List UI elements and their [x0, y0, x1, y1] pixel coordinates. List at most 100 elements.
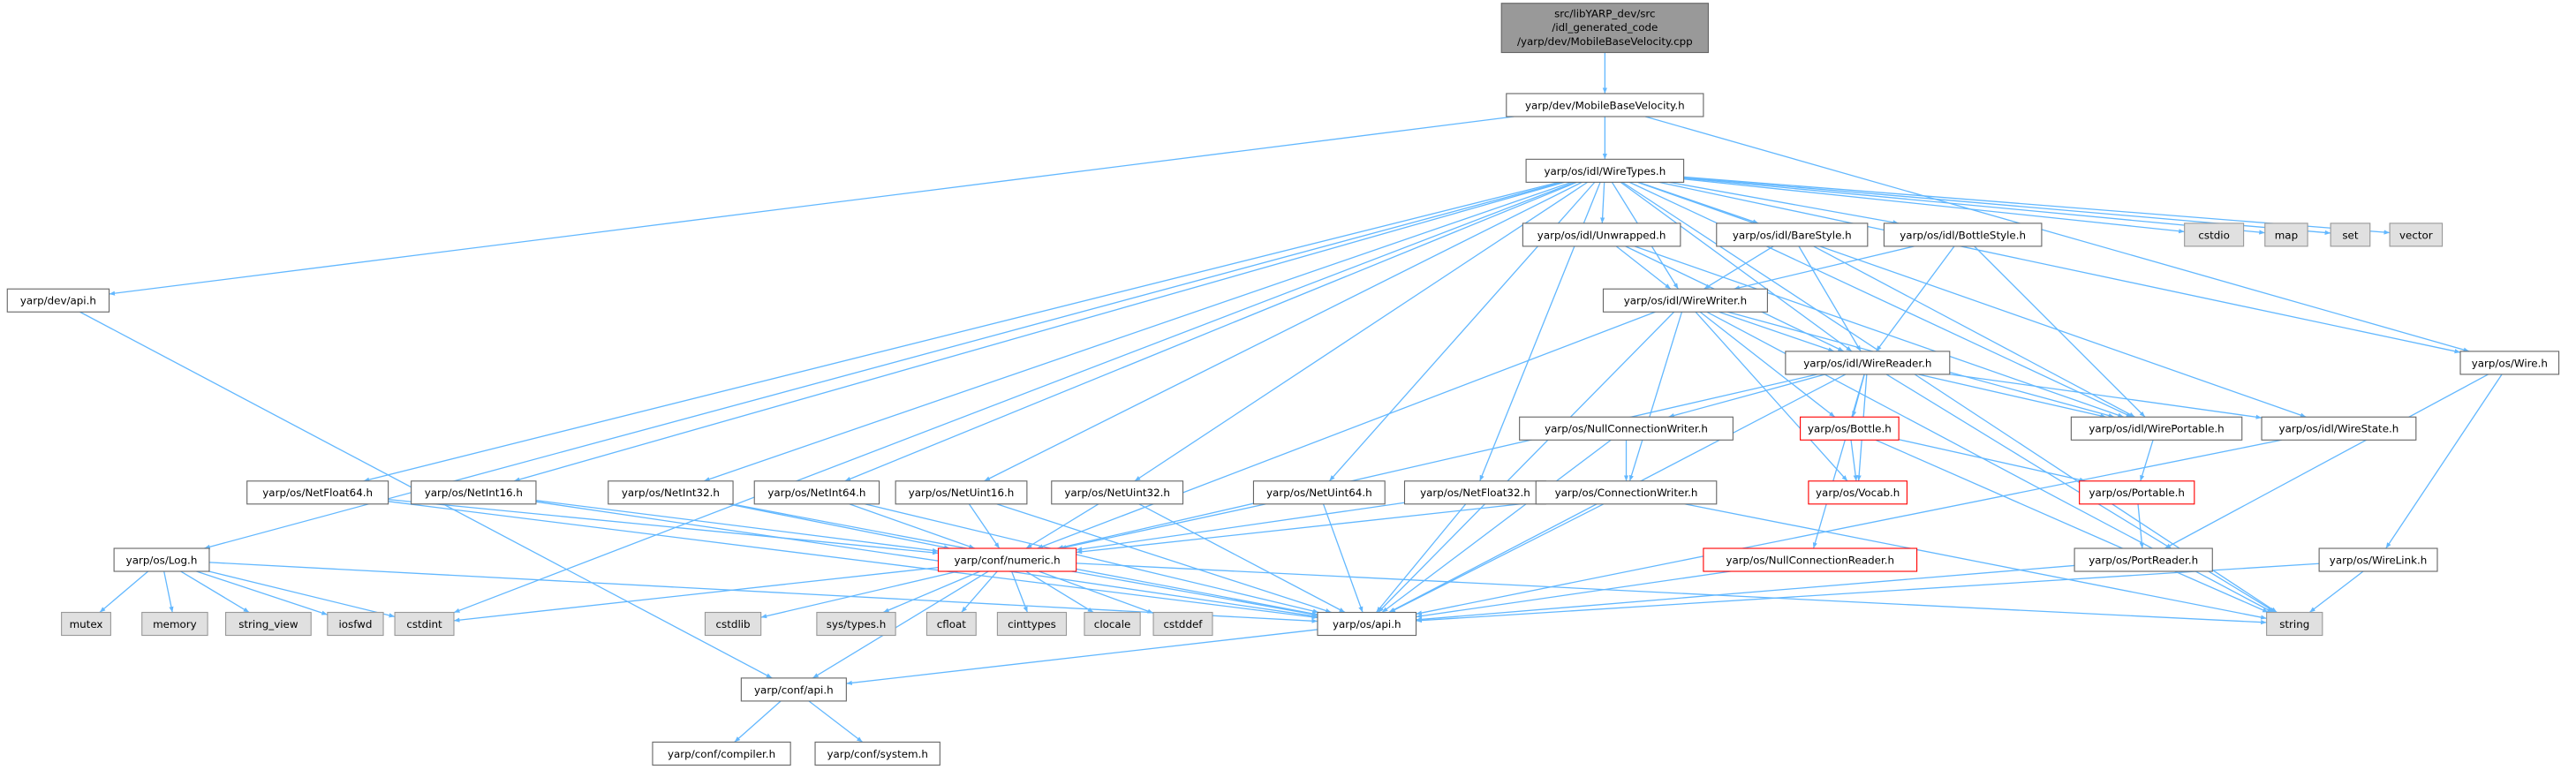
node-box	[1525, 158, 1685, 183]
node-label: yarp/os/NetUint64.h	[1266, 487, 1372, 499]
node-box	[2459, 351, 2560, 375]
edge	[513, 181, 1565, 482]
edge	[968, 503, 1001, 549]
edge	[2385, 374, 2503, 549]
edge	[1076, 562, 2267, 625]
node-label: yarp/os/NetInt16.h	[425, 487, 523, 499]
node-label: clocale	[1094, 618, 1131, 630]
node-box	[816, 611, 896, 637]
node-box	[1317, 611, 1417, 637]
edge	[1899, 439, 2086, 482]
edge	[388, 498, 939, 555]
edge	[882, 570, 981, 614]
edge	[1076, 502, 1537, 555]
node-label: yarp/os/NullConnectionWriter.h	[1545, 423, 1708, 435]
edge	[1850, 440, 1858, 481]
node-label: yarp/os/NetUint16.h	[909, 487, 1015, 499]
node-label: cstdlib	[716, 618, 751, 630]
edge	[363, 181, 1560, 482]
edge	[453, 181, 1575, 614]
node-box	[1703, 547, 1918, 572]
node-box	[2330, 223, 2371, 247]
edge	[99, 570, 149, 614]
edge	[703, 181, 1572, 482]
node-box	[2079, 480, 2195, 505]
node-box	[2264, 223, 2308, 247]
node-box	[1506, 93, 1704, 117]
node-label: cinttypes	[1008, 618, 1056, 630]
node-label: yarp/os/NetUint32.h	[1064, 487, 1170, 499]
edge	[1076, 502, 1405, 552]
node-box	[224, 611, 312, 637]
edge	[1637, 181, 2307, 418]
node-label: string	[2279, 618, 2309, 630]
node-label: yarp/os/Vocab.h	[1816, 487, 1900, 499]
edge	[1628, 312, 1683, 481]
node-label: sys/types.h	[827, 618, 886, 630]
edge	[1703, 245, 1774, 290]
edge	[388, 501, 1318, 620]
node-box	[141, 611, 208, 637]
edge	[1684, 503, 2267, 620]
edge	[208, 562, 1318, 623]
node-box	[113, 547, 210, 572]
edge	[844, 181, 1577, 482]
edge	[1615, 245, 1672, 290]
node-label: yarp/os/Bottle.h	[1808, 423, 1892, 435]
node-box	[1084, 611, 1141, 637]
edge	[1875, 439, 2269, 614]
edge	[1734, 245, 1915, 291]
node-box	[1535, 480, 1718, 505]
edge	[180, 570, 250, 614]
edge	[1917, 374, 2106, 419]
edge	[1695, 311, 1848, 482]
node-label: /yarp/dev/MobileBaseVelocity.cpp	[1517, 35, 1693, 48]
edge	[1668, 374, 1826, 419]
edge	[1381, 439, 1612, 614]
edge	[1138, 503, 1346, 614]
edge	[1949, 374, 2262, 419]
edge	[984, 181, 1583, 482]
node-box	[740, 677, 847, 702]
node-label: yarp/os/NetInt64.h	[767, 487, 865, 499]
node-label: yarp/os/idl/BottleStyle.h	[1900, 229, 2026, 241]
edge	[163, 570, 174, 613]
edge	[846, 629, 1318, 685]
edge	[1071, 570, 1318, 617]
node-box	[1522, 223, 1681, 247]
node-label: yarp/conf/api.h	[754, 683, 834, 696]
node-label: yarp/os/NetFloat32.h	[1420, 487, 1530, 499]
edge	[453, 566, 939, 623]
node-label: yarp/os/Wire.h	[2472, 357, 2548, 369]
node-label: yarp/os/NullConnectionReader.h	[1726, 554, 1894, 566]
edge	[1416, 562, 2320, 623]
node-box	[652, 741, 791, 766]
node-label: yarp/os/NetFloat64.h	[262, 487, 373, 499]
edge	[865, 503, 1319, 614]
edge	[2137, 503, 2144, 549]
edge	[1668, 181, 1900, 225]
node-box	[2184, 223, 2245, 247]
edge	[734, 700, 782, 743]
edge	[1375, 503, 1467, 613]
edge	[196, 570, 329, 615]
node-label: /idl_generated_code	[1552, 21, 1658, 34]
node-label: cstdint	[406, 618, 442, 630]
node-box	[1051, 480, 1184, 505]
edge	[1621, 181, 2278, 614]
node-box	[61, 611, 111, 637]
node-label: yarp/os/ConnectionWriter.h	[1555, 487, 1698, 499]
edge	[2308, 570, 2364, 614]
node-label: vector	[2399, 229, 2433, 241]
edge	[1658, 181, 2461, 354]
edge	[2164, 374, 2489, 549]
node-box	[2261, 416, 2417, 441]
node-label: yarp/os/idl/WireWriter.h	[1624, 295, 1747, 307]
edge	[1389, 503, 1605, 614]
edge	[808, 700, 864, 743]
edge	[1322, 503, 1364, 613]
node-label: yarp/conf/numeric.h	[954, 554, 1060, 566]
edge	[1813, 245, 2135, 418]
edge	[1060, 503, 1266, 550]
